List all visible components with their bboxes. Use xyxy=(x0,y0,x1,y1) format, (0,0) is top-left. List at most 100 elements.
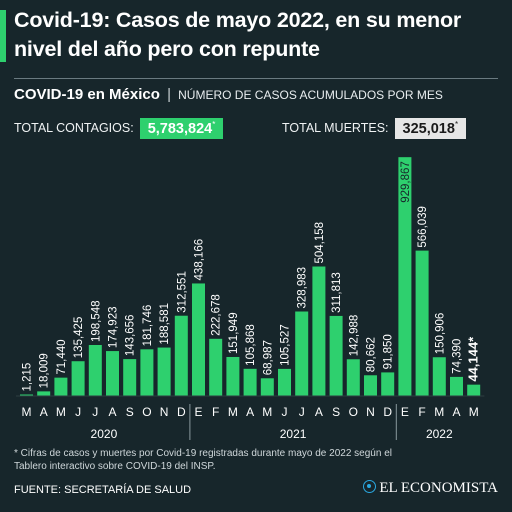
data-label: 504,158 xyxy=(314,222,326,264)
data-label: 188,581 xyxy=(159,303,171,345)
month-tick-label: J xyxy=(299,405,305,419)
data-label: 328,983 xyxy=(297,267,309,309)
month-tick-label: O xyxy=(142,405,151,419)
bar xyxy=(209,338,223,396)
year-label: 2022 xyxy=(426,427,453,441)
data-label: 311,813 xyxy=(331,272,343,313)
brand-circle-icon xyxy=(363,480,377,493)
data-label: 150,906 xyxy=(434,313,446,355)
cases-bar-chart: 1,215 M 18,009 A 71,440 M 135,425 J 198,548 J 174,… xyxy=(16,157,485,441)
month-tick-label: M xyxy=(434,405,444,419)
month-tick-label: S xyxy=(126,405,134,419)
bar xyxy=(20,394,33,396)
bar xyxy=(346,359,360,396)
data-label: 198,548 xyxy=(90,300,102,342)
bar xyxy=(295,311,309,396)
bar xyxy=(123,359,137,396)
data-label: 1,215 xyxy=(22,363,34,392)
month-tick-label: N xyxy=(366,405,375,419)
year-label: 2021 xyxy=(280,427,307,441)
month-tick-label: A xyxy=(315,405,323,419)
bar xyxy=(415,250,429,396)
year-label: 2020 xyxy=(91,427,118,441)
bar xyxy=(278,368,291,396)
bar xyxy=(192,283,205,396)
data-label: 929,867 xyxy=(400,161,412,203)
month-tick-label: S xyxy=(332,405,340,419)
bar xyxy=(450,376,463,396)
month-tick-label: A xyxy=(452,405,460,419)
month-tick-label: A xyxy=(246,405,254,419)
total-cases-value: 5,783,824 xyxy=(147,120,213,137)
bar xyxy=(37,391,51,396)
brand-logo: EL ECONOMISTA xyxy=(363,480,498,497)
total-deaths-badge: 325,018* xyxy=(394,118,467,139)
month-tick-label: M xyxy=(262,405,272,419)
month-tick-label: O xyxy=(349,405,358,419)
month-tick-label: F xyxy=(418,405,425,419)
total-cases-asterisk: * xyxy=(212,120,216,129)
bar xyxy=(243,368,257,396)
data-label: 143,656 xyxy=(125,315,137,357)
bar xyxy=(467,384,481,396)
month-tick-label: J xyxy=(282,405,288,419)
bar xyxy=(381,372,395,396)
data-label: 151,949 xyxy=(228,312,240,354)
month-tick-label: J xyxy=(75,405,81,419)
total-deaths: TOTAL MUERTES: 325,018* xyxy=(282,118,467,139)
total-deaths-label: TOTAL MUERTES: xyxy=(282,121,389,136)
data-label: 174,923 xyxy=(108,306,120,348)
month-tick-label: A xyxy=(40,405,48,419)
data-label: 135,425 xyxy=(73,317,85,359)
total-cases-label: TOTAL CONTAGIOS: xyxy=(14,121,134,136)
data-label: 105,527 xyxy=(280,324,292,366)
subtitle-country: COVID-19 en México xyxy=(14,86,160,103)
month-tick-label: D xyxy=(383,405,392,419)
bar xyxy=(54,377,68,396)
data-label: 142,988 xyxy=(348,315,360,357)
title-accent-bar xyxy=(0,10,6,62)
data-label: 91,850 xyxy=(383,334,395,369)
bar xyxy=(71,361,85,396)
bar xyxy=(140,349,154,396)
month-tick-label: N xyxy=(160,405,169,419)
bar xyxy=(260,378,274,396)
total-cases-badge: 5,783,824* xyxy=(139,118,224,139)
data-label: 68,987 xyxy=(262,340,274,375)
chart-subtitle: COVID-19 en México | NÚMERO DE CASOS ACU… xyxy=(14,86,443,103)
subtitle-separator: | xyxy=(167,86,171,103)
source-note: FUENTE: SECRETARÍA DE SALUD xyxy=(14,484,192,496)
bar xyxy=(312,266,326,396)
month-tick-label: M xyxy=(56,405,66,419)
month-tick-label: E xyxy=(401,405,409,419)
bar xyxy=(329,315,343,396)
total-deaths-asterisk: * xyxy=(454,120,459,129)
bar xyxy=(157,347,171,396)
month-tick-label: M xyxy=(469,405,479,419)
data-label: 105,868 xyxy=(245,324,257,366)
data-label: 222,678 xyxy=(211,294,223,336)
bar xyxy=(88,345,102,396)
total-deaths-value: 325,018 xyxy=(402,120,455,137)
subtitle-description: NÚMERO DE CASOS ACUMULADOS POR MES xyxy=(178,88,443,102)
data-label: 18,009 xyxy=(39,353,51,388)
data-label: 71,440 xyxy=(56,339,68,374)
month-tick-label: F xyxy=(212,405,219,419)
title-divider xyxy=(14,78,498,79)
chart-title: Covid-19: Casos de mayo 2022, en su meno… xyxy=(14,8,462,61)
month-tick-label: M xyxy=(22,405,32,419)
month-tick-label: A xyxy=(108,405,116,419)
month-tick-label: J xyxy=(92,405,98,419)
total-cases: TOTAL CONTAGIOS: 5,783,824* xyxy=(14,118,224,139)
month-tick-label: M xyxy=(228,405,238,419)
footnote: * Cifras de casos y muertes por Covid-19… xyxy=(14,448,392,472)
month-tick-label: D xyxy=(177,405,186,419)
brand-name: EL ECONOMISTA xyxy=(379,480,498,496)
bar xyxy=(364,375,377,396)
bar xyxy=(432,357,446,396)
data-label: 566,039 xyxy=(417,206,429,248)
data-label: 44,144* xyxy=(466,336,481,382)
data-label: 438,166 xyxy=(194,239,206,281)
data-label: 181,746 xyxy=(142,305,154,347)
bar xyxy=(174,315,188,396)
